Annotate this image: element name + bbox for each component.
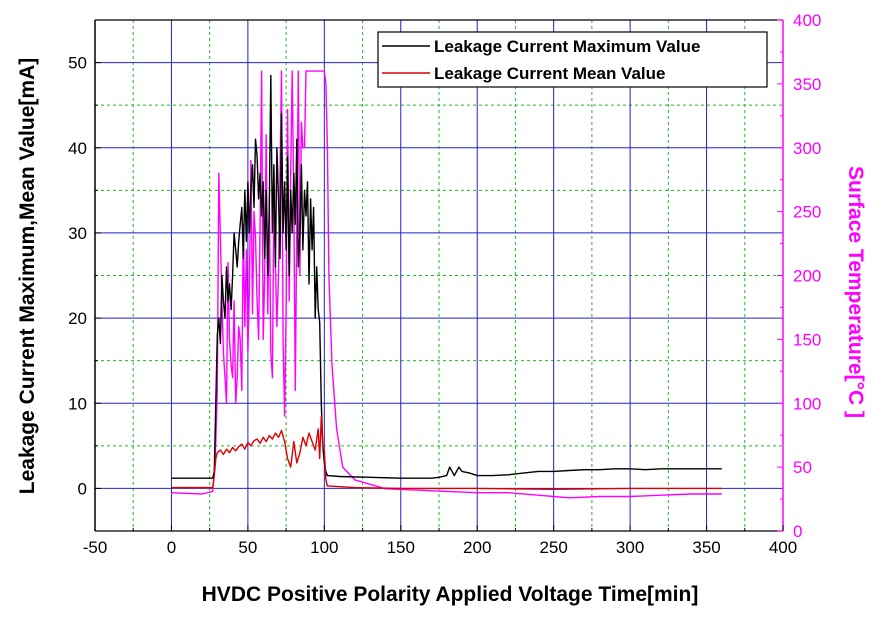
y2-tick-label: 250 [793,203,821,222]
legend-label: Leakage Current Maximum Value [434,37,700,56]
series-temperature-line [171,70,722,499]
y-tick-label: 40 [68,139,87,158]
x-tick-label: 350 [692,538,720,557]
y-tick-label: 0 [78,479,87,498]
y2-tick-label: 300 [793,139,821,158]
y2-tick-label: 0 [793,522,802,541]
y2-axis-title: Surface Temperature[°C ] [844,166,867,418]
y-tick-label: 10 [68,394,87,413]
x-tick-label: 100 [310,538,338,557]
y-tick-label: 50 [68,54,87,73]
series-layer [171,70,722,499]
legend: Leakage Current Maximum Value Leakage Cur… [377,31,768,88]
y2-tick-label: 350 [793,75,821,94]
x-tick-label: 300 [616,538,644,557]
series-max-current-line [171,74,722,479]
x-tick-label: 50 [238,538,257,557]
y2-tick-label: 50 [793,458,812,477]
legend-box [377,31,768,88]
y2-tick-label: 200 [793,267,821,286]
y2-tick-label: 100 [793,394,821,413]
x-tick-label: 250 [539,538,567,557]
x-axis-title: HVDC Positive Polarity Applied Voltage T… [202,583,699,606]
axes: -50 0 50 100 150 200 250 300 350 4000102030405005… [68,11,821,557]
x-tick-label: 0 [167,538,176,557]
y-tick-label: 20 [68,309,87,328]
x-tick-label: 400 [769,538,797,557]
grid [95,20,783,531]
legend-label: Leakage Current Mean Value [434,64,665,83]
y-axis-title: Leakage Current Maximum,Mean Value[mA] [16,58,39,494]
y-tick-label: 30 [68,224,87,243]
x-tick-label: 200 [463,538,491,557]
series-mean-current-line [171,415,722,490]
x-tick-label: -50 [83,538,108,557]
y2-tick-label: 150 [793,330,821,349]
x-tick-label: 150 [387,538,415,557]
y2-tick-label: 400 [793,11,821,30]
